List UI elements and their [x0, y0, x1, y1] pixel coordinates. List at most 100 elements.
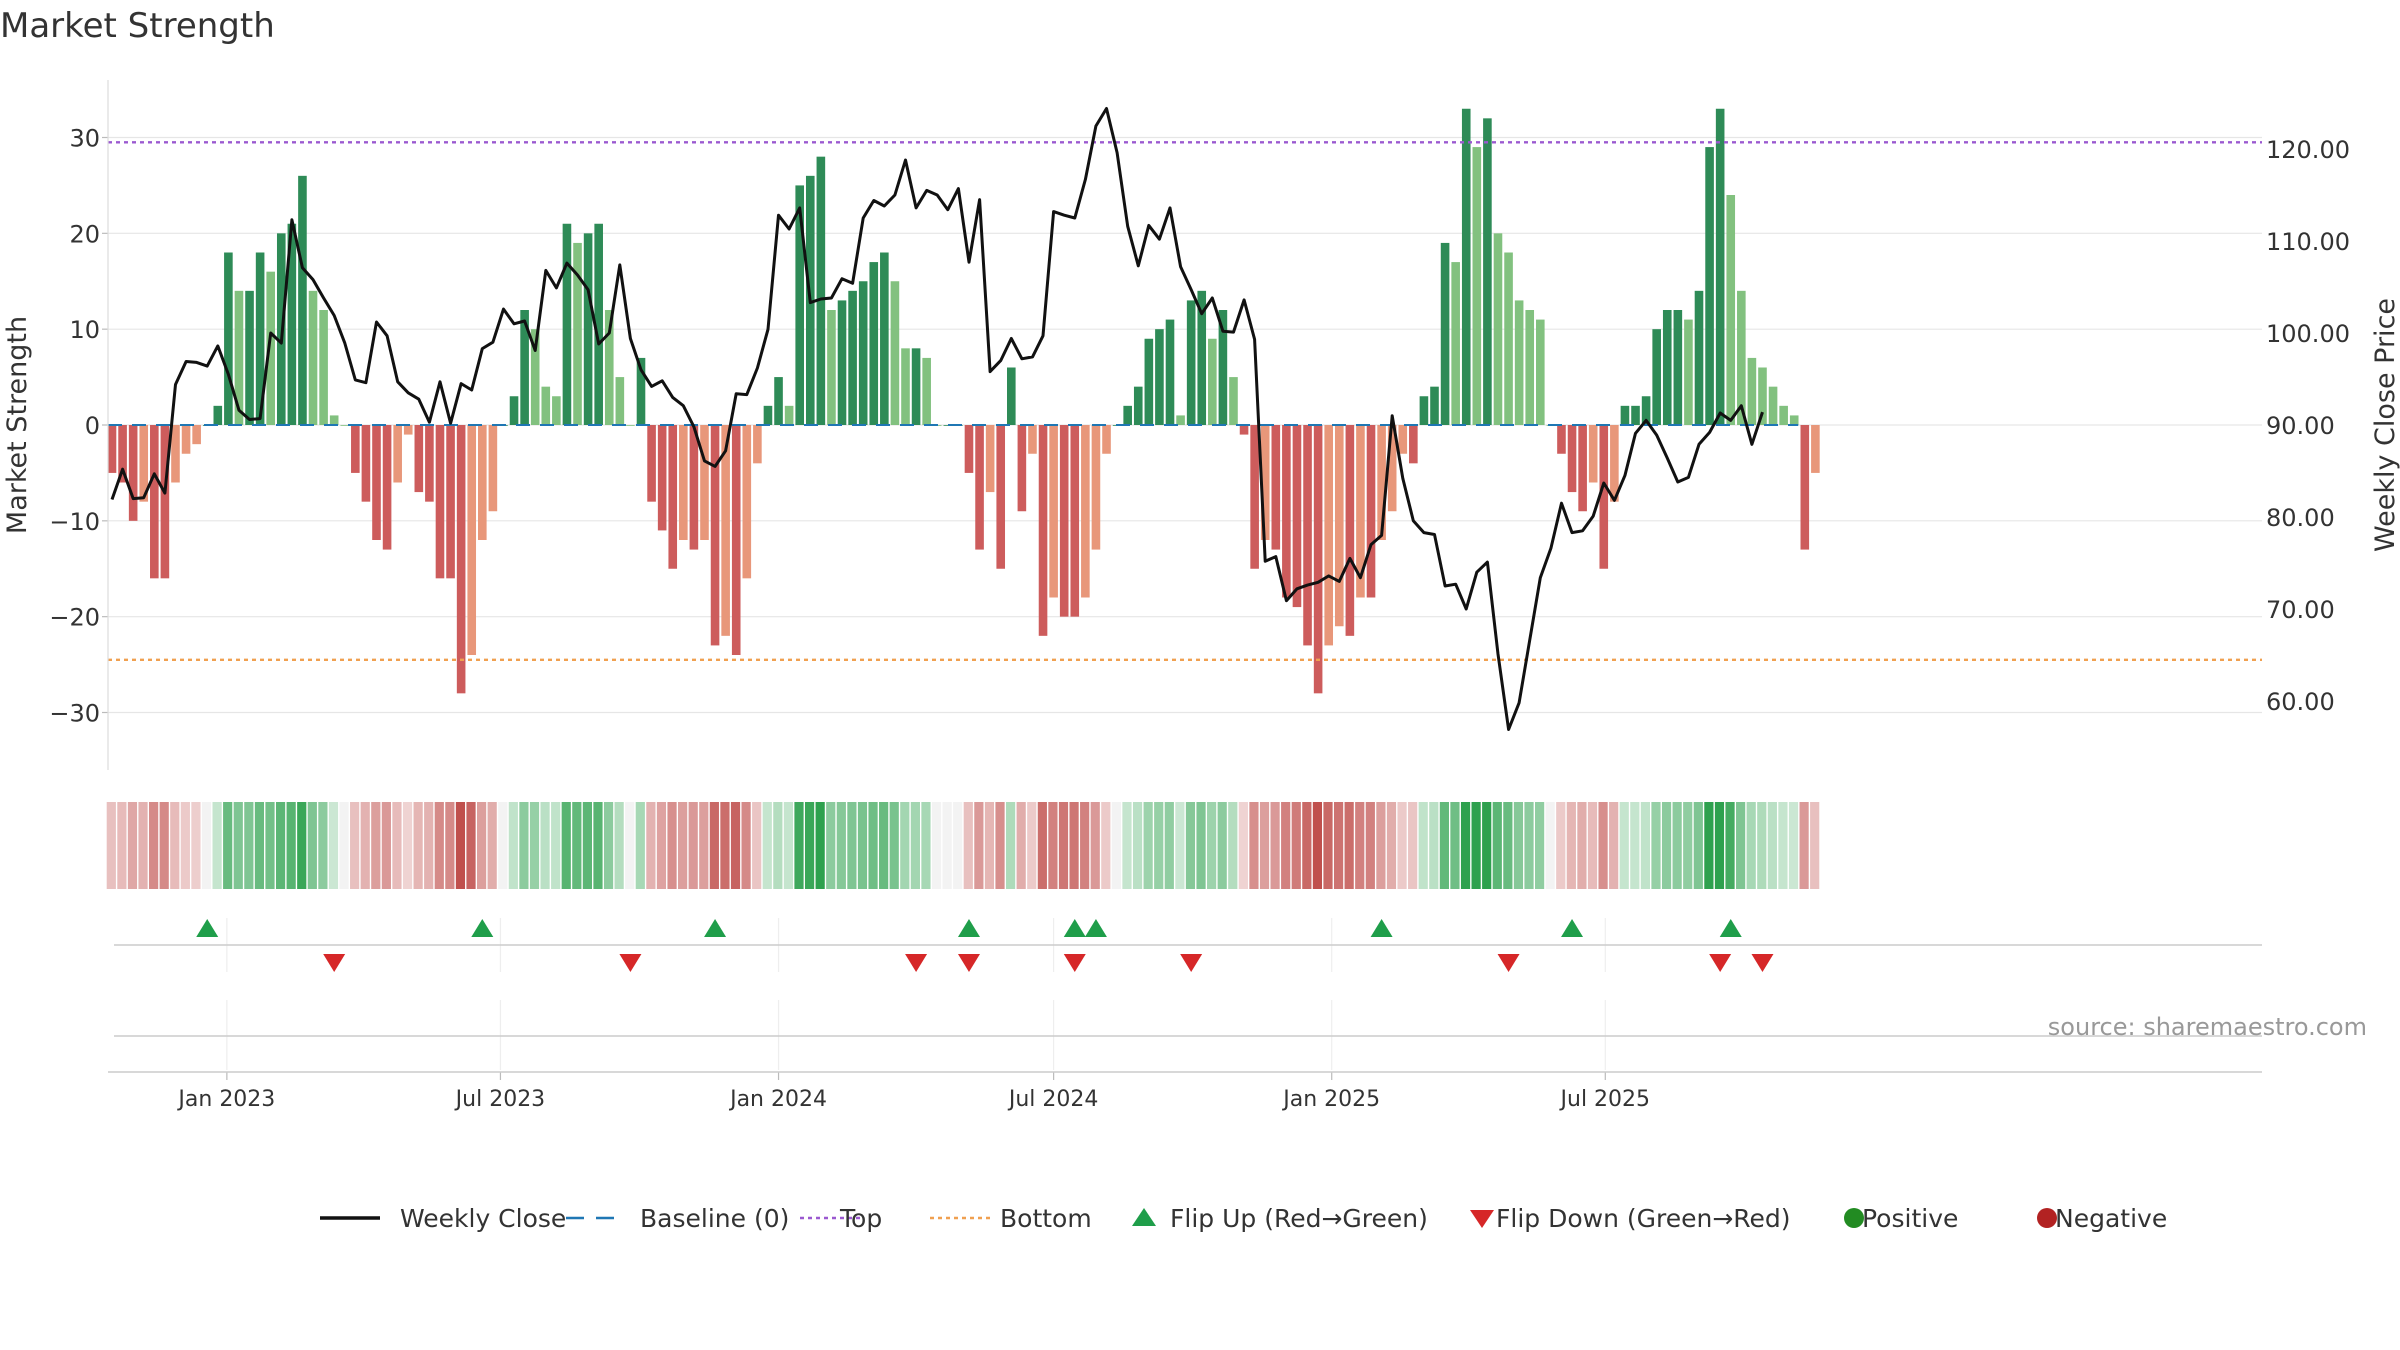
strength-bar-129 [1472, 147, 1482, 426]
heat-cell-14 [254, 802, 265, 889]
heat-cell-68 [826, 802, 836, 889]
strength-bar-31 [435, 425, 445, 579]
heat-cell-127 [1450, 802, 1460, 889]
strength-bar-25 [372, 425, 381, 540]
strength-bar-42 [552, 396, 561, 425]
flip-up-marker-7 [1561, 919, 1584, 937]
strength-bar-21 [329, 415, 339, 425]
strength-bar-64 [784, 405, 794, 425]
strength-bar-51 [647, 425, 656, 502]
y-axis-left-label: Market Strength [2, 316, 33, 534]
heat-cell-111 [1281, 802, 1291, 889]
strength-bar-91 [1070, 425, 1080, 617]
heat-cell-87 [1027, 802, 1037, 889]
strength-bar-7 [181, 425, 191, 454]
legend-label-4: Flip Up (Red→Green) [1170, 1204, 1428, 1233]
strength-bar-88 [1038, 425, 1048, 636]
heat-cell-36 [487, 802, 497, 889]
heat-cell-110 [1270, 802, 1280, 889]
legend-label-1: Baseline (0) [640, 1204, 789, 1233]
flip-up-marker-2 [704, 919, 727, 937]
heat-cell-113 [1302, 802, 1312, 889]
strength-bar-81 [964, 425, 974, 473]
heat-cell-82 [974, 802, 984, 889]
left-tick-label-3: 0 [85, 412, 100, 440]
heat-cell-131 [1492, 802, 1502, 889]
heat-cell-54 [678, 802, 688, 889]
strength-bar-54 [679, 425, 688, 540]
x-tick-label-1: Jul 2023 [454, 1087, 546, 1112]
right-tick-label-5: 70.00 [2266, 596, 2335, 624]
strength-bar-87 [1028, 425, 1037, 454]
heat-cell-137 [1556, 802, 1566, 889]
strength-bar-35 [478, 425, 487, 540]
strength-bar-63 [774, 377, 783, 425]
heat-cell-135 [1535, 802, 1545, 889]
heat-cell-128 [1460, 802, 1471, 889]
strength-bar-24 [361, 425, 371, 502]
strength-bar-58 [721, 425, 730, 636]
strength-bar-148 [1673, 310, 1683, 425]
legend: Weekly Close Baseline (0) Top Bottom Flip Up… [320, 1204, 2167, 1233]
heat-cell-1 [117, 802, 127, 889]
strength-bar-85 [1007, 367, 1016, 425]
heat-cell-98 [1143, 802, 1153, 889]
strength-bar-43 [562, 223, 572, 425]
strength-bar-56 [700, 425, 709, 540]
heat-cell-85 [1006, 802, 1016, 889]
strength-bar-103 [1197, 290, 1207, 425]
strength-bar-71 [858, 281, 868, 425]
heat-cell-74 [889, 802, 899, 889]
heat-cell-7 [180, 802, 190, 889]
heat-cell-157 [1767, 802, 1777, 889]
heat-cell-109 [1259, 802, 1270, 889]
heat-cell-26 [381, 802, 391, 889]
strength-bar-99 [1155, 329, 1164, 425]
strength-bar-8 [192, 425, 201, 445]
flip-down-marker-2 [905, 954, 928, 972]
strength-bar-39 [520, 310, 529, 425]
strength-bar-93 [1091, 425, 1101, 550]
heat-cell-81 [963, 802, 973, 889]
strength-bar-156 [1758, 367, 1767, 425]
heat-cell-42 [551, 802, 561, 889]
strength-bar-22 [340, 425, 350, 426]
strength-bar-90 [1059, 425, 1069, 617]
strength-bar-122 [1398, 425, 1408, 454]
heat-cell-101 [1175, 802, 1185, 889]
strength-bar-116 [1334, 425, 1344, 627]
heat-cell-4 [149, 802, 159, 889]
right-tick-label-6: 60.00 [2266, 688, 2335, 716]
strength-bar-135 [1536, 319, 1545, 425]
heat-cell-27 [392, 802, 402, 889]
legend-label-3: Bottom [1000, 1204, 1092, 1233]
heat-cell-120 [1376, 802, 1386, 889]
strength-bar-5 [160, 425, 170, 579]
strength-bar-73 [880, 252, 889, 425]
heat-cell-60 [741, 802, 751, 889]
heat-cell-33 [455, 802, 466, 889]
weekly-close-line-group [110, 107, 1764, 731]
x-tick-label-2: Jan 2024 [728, 1087, 827, 1112]
heat-cell-133 [1513, 802, 1524, 889]
heat-cell-64 [783, 802, 794, 889]
heat-cell-126 [1439, 802, 1449, 889]
heat-cell-73 [879, 802, 889, 889]
heat-cell-160 [1799, 802, 1809, 889]
strength-bar-41 [541, 386, 551, 425]
heat-cell-143 [1619, 802, 1629, 889]
strength-bar-137 [1557, 425, 1566, 454]
strength-bar-72 [869, 262, 879, 425]
strength-bar-102 [1186, 300, 1196, 425]
strength-bar-1 [118, 425, 127, 483]
strength-bar-105 [1218, 310, 1228, 425]
source-note: source: sharemaestro.com [2048, 1013, 2367, 1041]
strength-bar-52 [657, 425, 667, 531]
strength-bar-153 [1726, 195, 1736, 425]
strength-bar-2 [128, 425, 138, 521]
heat-cell-39 [519, 802, 529, 889]
heat-cell-10 [212, 802, 222, 889]
legend-item-7: Negative [2037, 1204, 2167, 1233]
strength-bar-159 [1789, 415, 1799, 425]
